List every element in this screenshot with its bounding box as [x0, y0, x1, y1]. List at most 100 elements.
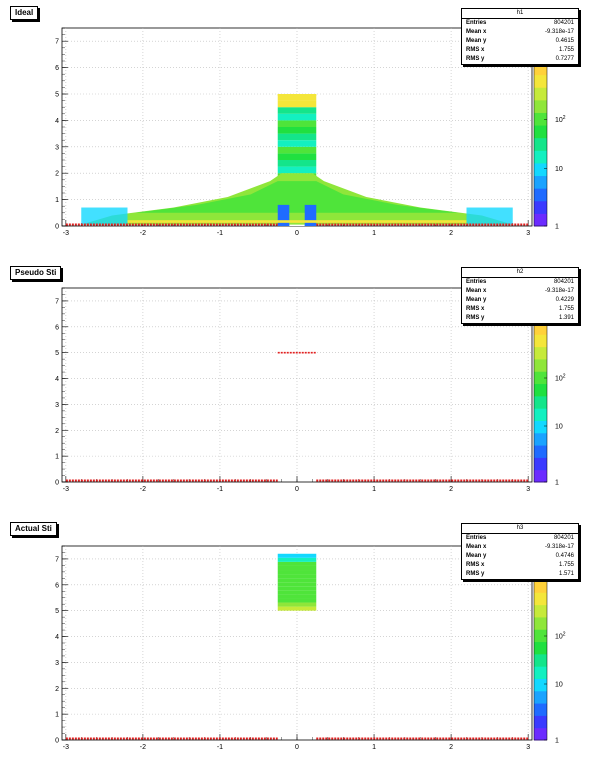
- color-scale-step: [534, 213, 547, 227]
- stats-box: h2 Entries 804201 Mean x -9.318e-17 Mean y…: [461, 267, 579, 324]
- stats-key: RMS y: [466, 571, 485, 577]
- z-tick-label: 1: [555, 480, 559, 487]
- heatmap-cell: [277, 204, 290, 226]
- heatmap-cell: [277, 140, 317, 147]
- heatmap-cell: [277, 113, 317, 121]
- heatmap-cell: [277, 598, 317, 603]
- heatmap-cell: [277, 153, 317, 160]
- color-scale-step: [534, 87, 547, 101]
- color-scale-step: [534, 175, 547, 189]
- heatmap-cell: [127, 220, 467, 223]
- heatmap-cells: [65, 553, 529, 740]
- y-tick-label: 4: [55, 634, 59, 641]
- y-tick-label: 0: [55, 738, 59, 745]
- y-tick-label: 5: [55, 92, 59, 99]
- panel-title: Pseudo Sti: [10, 266, 62, 280]
- heatmap-cell: [277, 570, 317, 575]
- stats-key: RMS y: [466, 56, 485, 62]
- panel-title: Actual Sti: [10, 522, 57, 536]
- color-scale-step: [534, 457, 547, 471]
- x-tick-label: 2: [449, 486, 453, 493]
- y-tick-label: 3: [55, 144, 59, 151]
- x-tick-label: 0: [295, 230, 299, 237]
- heatmap-cell: [277, 606, 317, 611]
- x-tick-label: -1: [217, 486, 223, 493]
- x-tick-label: -1: [217, 744, 223, 751]
- x-tick-label: 3: [526, 230, 530, 237]
- stats-value: 0.4746: [555, 553, 574, 559]
- x-tick-label: -3: [63, 744, 69, 751]
- z-tick-label: 10: [555, 166, 563, 173]
- color-scale-step: [534, 346, 547, 360]
- stats-value: 1.755: [558, 306, 574, 312]
- stats-value: 1.571: [558, 571, 574, 577]
- stats-key: RMS x: [466, 306, 485, 312]
- color-scale-step: [534, 445, 547, 458]
- color-scale-step: [534, 150, 547, 164]
- stats-value: 0.7277: [555, 56, 574, 62]
- y-tick-label: 1: [55, 712, 59, 719]
- x-tick-label: -2: [140, 744, 146, 751]
- x-tick-label: 2: [449, 744, 453, 751]
- heatmap-cell: [277, 127, 317, 134]
- color-scale-step: [534, 616, 547, 630]
- y-tick-label: 2: [55, 428, 59, 435]
- y-tick-label: 6: [55, 582, 59, 589]
- fan-core: [135, 181, 459, 213]
- y-tick-label: 0: [55, 224, 59, 231]
- stats-key: Mean x: [466, 544, 487, 550]
- heatmap-cell: [277, 107, 317, 114]
- heatmap-cells: [65, 94, 529, 226]
- heatmap-cell: [277, 94, 317, 96]
- color-scale-step: [534, 653, 547, 667]
- stats-value: 804201: [553, 279, 574, 285]
- y-tick-label: 5: [55, 350, 59, 357]
- stats-key: Mean y: [466, 297, 487, 303]
- color-scale-step: [534, 703, 547, 716]
- x-tick-label: 2: [449, 230, 453, 237]
- z-tick-label: 10: [555, 682, 563, 689]
- color-scale-step: [534, 62, 547, 76]
- heatmap-cell: [277, 565, 317, 571]
- heatmap-cell: [277, 582, 317, 587]
- x-tick-label: 3: [526, 744, 530, 751]
- stats-name: h1: [462, 9, 578, 19]
- x-tick-label: 0: [295, 486, 299, 493]
- heatmap-cell: [277, 146, 317, 154]
- heatmap-cell: [277, 557, 317, 562]
- stats-box: h1 Entries 804201 Mean x -9.318e-17 Mean y…: [461, 8, 579, 65]
- y-tick-label: 4: [55, 376, 59, 383]
- heatmap-cell: [277, 590, 317, 595]
- y-tick-label: 0: [55, 480, 59, 487]
- x-tick-label: -3: [63, 230, 69, 237]
- stats-value: -9.318e-17: [544, 29, 574, 35]
- color-scale-step: [534, 592, 547, 606]
- stats-value: 804201: [553, 535, 574, 541]
- color-scale: 1 10 102: [533, 321, 566, 487]
- stats-key: Mean x: [466, 288, 487, 294]
- heatmap-cell: [277, 561, 317, 566]
- y-tick-label: 3: [55, 660, 59, 667]
- stats-key: Entries: [466, 20, 487, 26]
- color-scale-step: [534, 604, 547, 618]
- color-scale-step: [534, 641, 547, 655]
- x-tick-label: 0: [295, 744, 299, 751]
- color-scale-step: [534, 322, 547, 335]
- y-tick-label: 2: [55, 686, 59, 693]
- x-tick-label: 1: [372, 230, 376, 237]
- heatmap-cell: [277, 586, 317, 591]
- x-tick-label: 1: [372, 744, 376, 751]
- heatmap-cell: [277, 166, 317, 174]
- y-tick-label: 7: [55, 39, 59, 46]
- y-tick-label: 6: [55, 324, 59, 331]
- color-scale-step: [534, 125, 547, 139]
- stats-value: 1.755: [558, 562, 574, 568]
- color-scale-step: [534, 580, 547, 593]
- y-tick-label: 7: [55, 556, 59, 563]
- color-scale-step: [534, 408, 547, 421]
- x-tick-label: -1: [217, 230, 223, 237]
- color-scale-step: [534, 666, 547, 679]
- color-scale-step: [534, 112, 547, 126]
- stats-value: 1.755: [558, 47, 574, 53]
